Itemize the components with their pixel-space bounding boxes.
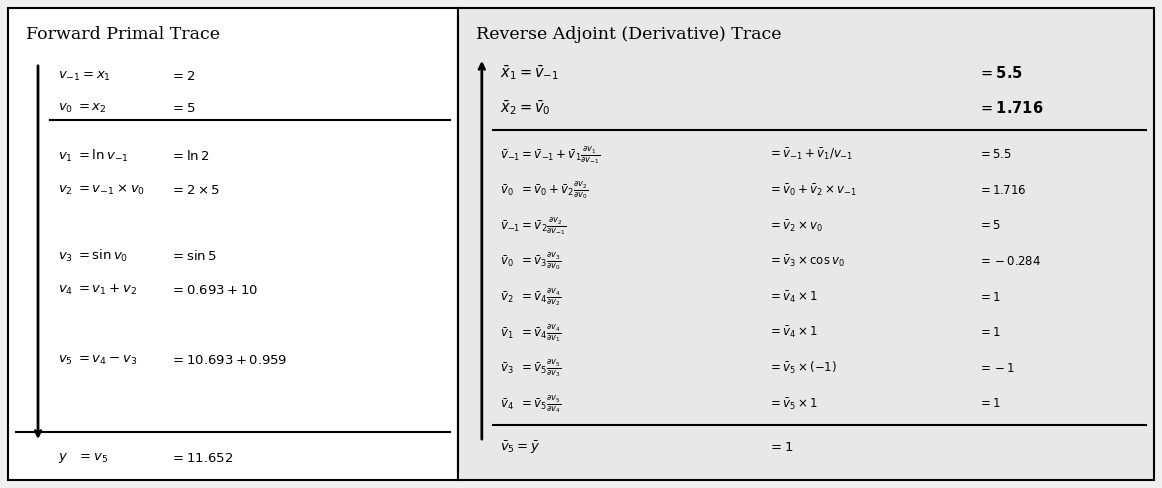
Text: $\bar{v}_4 \;\;=\bar{v}_5\frac{\partial v_5}{\partial v_4}$: $\bar{v}_4 \;\;=\bar{v}_5\frac{\partial … <box>500 393 561 415</box>
Text: $=5$: $=5$ <box>170 102 195 115</box>
Text: $v_3 \;=\sin v_0$: $v_3 \;=\sin v_0$ <box>58 248 128 264</box>
Text: $=1$: $=1$ <box>978 326 1000 339</box>
Text: Forward Primal Trace: Forward Primal Trace <box>26 26 220 43</box>
Text: $=-0.284$: $=-0.284$ <box>978 255 1041 268</box>
Text: $=\bar{v}_5\times(-1)$: $=\bar{v}_5\times(-1)$ <box>768 360 837 376</box>
Text: $=5.5$: $=5.5$ <box>978 148 1012 161</box>
Text: Reverse Adjoint (Derivative) Trace: Reverse Adjoint (Derivative) Trace <box>475 26 781 43</box>
Text: $=1$: $=1$ <box>978 290 1000 304</box>
Text: $=11.652$: $=11.652$ <box>170 451 234 465</box>
Text: $=\bar{v}_{-1}+\bar{v}_1/v_{-1}$: $=\bar{v}_{-1}+\bar{v}_1/v_{-1}$ <box>768 147 853 163</box>
Text: $y \;\;\;=v_5$: $y \;\;\;=v_5$ <box>58 451 108 465</box>
Text: $\bar{v}_3 \;\;=\bar{v}_5\frac{\partial v_5}{\partial v_3}$: $\bar{v}_3 \;\;=\bar{v}_5\frac{\partial … <box>500 357 561 379</box>
Text: $=5$: $=5$ <box>978 219 1000 232</box>
Text: $=\sin 5$: $=\sin 5$ <box>170 249 217 263</box>
Text: $=0.693+10$: $=0.693+10$ <box>170 284 258 297</box>
Text: $\bar{v}_{-1}=\bar{v}_{-1}+\bar{v}_1\frac{\partial v_1}{\partial v_{-1}}$: $\bar{v}_{-1}=\bar{v}_{-1}+\bar{v}_1\fra… <box>500 143 601 165</box>
Text: $\bar{v}_1 \;\;=\bar{v}_4\frac{\partial v_4}{\partial v_1}$: $\bar{v}_1 \;\;=\bar{v}_4\frac{\partial … <box>500 322 561 344</box>
Text: $=\ln 2$: $=\ln 2$ <box>170 149 209 163</box>
Text: $v_2 \;=v_{-1}\times v_0$: $v_2 \;=v_{-1}\times v_0$ <box>58 183 145 197</box>
Text: $v_{-1}=x_1$: $v_{-1}=x_1$ <box>58 69 110 82</box>
Text: $= \mathbf{1.716}$: $= \mathbf{1.716}$ <box>978 100 1043 116</box>
Text: $\bar{v}_0 \;\;=\bar{v}_3\frac{\partial v_3}{\partial v_0}$: $\bar{v}_0 \;\;=\bar{v}_3\frac{\partial … <box>500 250 561 272</box>
Text: $=-1$: $=-1$ <box>978 362 1016 375</box>
Text: $\bar{x}_1 = \bar{v}_{-1}$: $\bar{x}_1 = \bar{v}_{-1}$ <box>500 63 559 82</box>
Text: $=\bar{v}_4\times 1$: $=\bar{v}_4\times 1$ <box>768 289 818 305</box>
Text: $=\bar{v}_2\times v_0$: $=\bar{v}_2\times v_0$ <box>768 218 823 234</box>
Text: $=\bar{v}_0+\bar{v}_2\times v_{-1}$: $=\bar{v}_0+\bar{v}_2\times v_{-1}$ <box>768 183 856 198</box>
Text: $\bar{v}_0 \;\;=\bar{v}_0+\bar{v}_2\frac{\partial v_2}{\partial v_0}$: $\bar{v}_0 \;\;=\bar{v}_0+\bar{v}_2\frac… <box>500 179 588 201</box>
Text: $v_0 \;=x_2$: $v_0 \;=x_2$ <box>58 102 107 115</box>
Text: $=1.716$: $=1.716$ <box>978 183 1026 197</box>
Text: $\bar{v}_{-1}=\bar{v}_2\frac{\partial v_2}{\partial v_{-1}}$: $\bar{v}_{-1}=\bar{v}_2\frac{\partial v_… <box>500 215 566 237</box>
Text: $=2\times 5$: $=2\times 5$ <box>170 183 221 197</box>
Text: $\bar{v}_5 = \bar{y}$: $\bar{v}_5 = \bar{y}$ <box>500 439 540 456</box>
Text: $v_5 \;=v_4-v_3$: $v_5 \;=v_4-v_3$ <box>58 353 137 366</box>
Bar <box>458 8 1154 480</box>
Text: $= \mathbf{5.5}$: $= \mathbf{5.5}$ <box>978 65 1023 81</box>
Text: $v_1 \;=\ln v_{-1}$: $v_1 \;=\ln v_{-1}$ <box>58 148 129 164</box>
Text: $=10.693+0.959$: $=10.693+0.959$ <box>170 353 287 366</box>
Text: $\bar{x}_2 = \bar{v}_0$: $\bar{x}_2 = \bar{v}_0$ <box>500 99 551 118</box>
Text: $v_4 \;=v_1+v_2$: $v_4 \;=v_1+v_2$ <box>58 283 137 297</box>
Text: $=\bar{v}_4\times 1$: $=\bar{v}_4\times 1$ <box>768 325 818 341</box>
Text: $=2$: $=2$ <box>170 69 195 82</box>
Text: $=1$: $=1$ <box>978 397 1000 410</box>
Text: $= 1$: $= 1$ <box>768 441 794 454</box>
Text: $=\bar{v}_3\times\cos v_0$: $=\bar{v}_3\times\cos v_0$ <box>768 254 845 269</box>
Text: $=\bar{v}_5\times 1$: $=\bar{v}_5\times 1$ <box>768 396 818 412</box>
Text: $\bar{v}_2 \;\;=\bar{v}_4\frac{\partial v_4}{\partial v_2}$: $\bar{v}_2 \;\;=\bar{v}_4\frac{\partial … <box>500 286 561 308</box>
Bar <box>8 8 458 480</box>
